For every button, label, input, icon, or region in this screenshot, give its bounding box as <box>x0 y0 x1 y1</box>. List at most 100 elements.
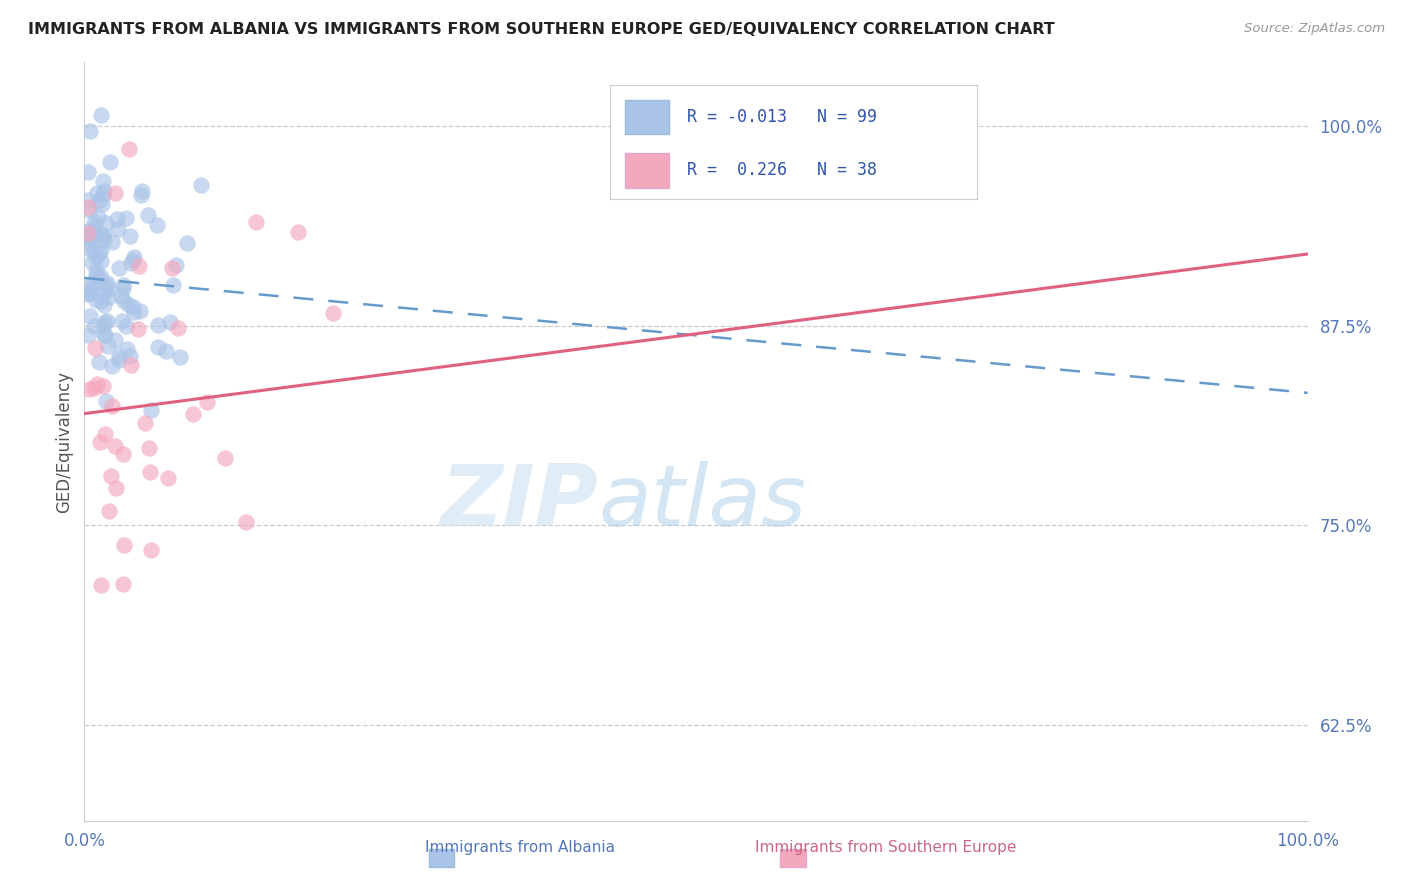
Point <box>118 229 141 244</box>
Point <box>82 278 104 293</box>
Point <box>86 263 108 277</box>
Point <box>93 185 115 199</box>
Point <box>108 349 131 363</box>
Point <box>94 394 117 409</box>
Point <box>77 165 100 179</box>
Point <box>77 225 100 239</box>
Point <box>93 227 115 242</box>
Point <box>101 359 124 373</box>
Text: IMMIGRANTS FROM ALBANIA VS IMMIGRANTS FROM SOUTHERN EUROPE GED/EQUIVALENCY CORRE: IMMIGRANTS FROM ALBANIA VS IMMIGRANTS FR… <box>28 22 1054 37</box>
Point <box>77 286 100 301</box>
Point <box>190 178 212 193</box>
Point <box>91 197 114 211</box>
Point <box>91 174 114 188</box>
Point <box>127 322 149 336</box>
Point <box>159 315 181 329</box>
Point <box>139 466 162 480</box>
Point <box>90 578 112 592</box>
Point <box>139 403 162 417</box>
Point <box>98 504 121 518</box>
Point <box>633 103 655 118</box>
Point <box>83 215 105 229</box>
Text: Source: ZipAtlas.com: Source: ZipAtlas.com <box>1244 22 1385 36</box>
Point <box>87 194 110 209</box>
Point <box>96 314 118 328</box>
Point <box>165 258 187 272</box>
Point <box>83 342 105 356</box>
Point <box>104 439 127 453</box>
Point <box>108 260 131 275</box>
Point <box>93 379 115 393</box>
Point <box>120 256 142 270</box>
Point <box>97 290 120 304</box>
Point <box>84 251 107 265</box>
Point <box>101 235 124 250</box>
Point <box>77 240 100 254</box>
Point <box>79 309 101 323</box>
Point <box>101 400 124 414</box>
Point <box>107 221 129 235</box>
Point <box>104 186 127 200</box>
Point <box>79 124 101 138</box>
Point <box>122 251 145 265</box>
Point <box>84 227 107 241</box>
Point <box>77 285 100 300</box>
Text: ZIP: ZIP <box>440 460 598 544</box>
Point <box>110 289 132 303</box>
Point <box>94 315 117 329</box>
Point <box>146 219 169 233</box>
Point <box>90 243 112 257</box>
Point <box>83 244 105 259</box>
Point <box>117 142 139 156</box>
Point <box>122 253 145 268</box>
Point <box>91 187 114 202</box>
Point <box>96 278 118 293</box>
Point <box>93 427 115 442</box>
Point <box>120 358 142 372</box>
Point <box>112 293 135 308</box>
Point <box>111 314 134 328</box>
Point <box>118 298 141 312</box>
Point <box>245 215 267 229</box>
Point <box>114 211 136 226</box>
Point <box>181 407 204 421</box>
Point <box>287 225 309 239</box>
Point <box>89 434 111 449</box>
Point <box>176 235 198 250</box>
Point <box>162 277 184 292</box>
Point <box>195 394 218 409</box>
Point <box>96 276 118 290</box>
Point <box>86 377 108 392</box>
Point <box>90 253 112 268</box>
Point <box>129 187 152 202</box>
Point <box>146 318 169 332</box>
Point <box>162 260 184 275</box>
Point <box>169 351 191 365</box>
Point <box>139 543 162 558</box>
Point <box>128 259 150 273</box>
Point <box>93 298 115 312</box>
Point <box>111 447 134 461</box>
Point <box>77 201 100 215</box>
Point <box>96 283 118 297</box>
Point <box>77 230 100 244</box>
Point <box>79 284 101 298</box>
Point <box>167 321 190 335</box>
Point <box>129 303 152 318</box>
Point <box>98 155 121 169</box>
Point <box>90 270 112 285</box>
Point <box>155 344 177 359</box>
Point <box>100 469 122 483</box>
Text: atlas: atlas <box>598 460 806 544</box>
Point <box>156 470 179 484</box>
Point <box>115 343 138 357</box>
Point <box>77 202 100 217</box>
Text: Immigrants from Albania: Immigrants from Albania <box>425 839 616 855</box>
Point <box>93 327 115 342</box>
Point <box>90 107 112 121</box>
Point <box>134 417 156 431</box>
Point <box>91 229 114 244</box>
Point <box>77 235 100 249</box>
Point <box>77 193 100 207</box>
Point <box>77 328 100 343</box>
